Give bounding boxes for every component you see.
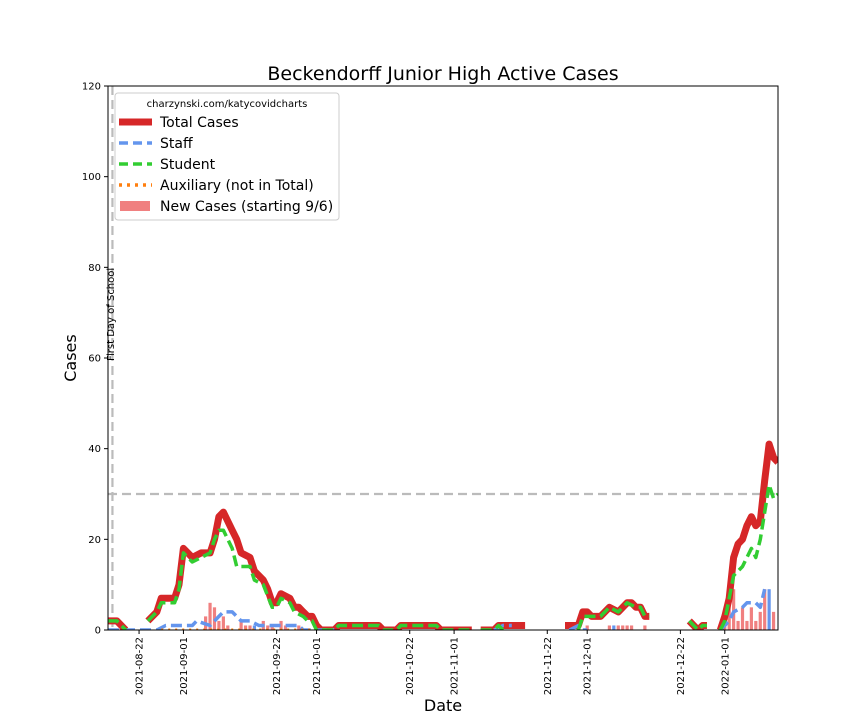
legend-box [114, 92, 340, 221]
x-tick-label: 2021-09-01 [179, 637, 190, 695]
first-day-annotation: First Day of School [106, 268, 117, 361]
staff-line [719, 588, 767, 630]
new-cases-bar [607, 625, 611, 630]
new-cases-bar [248, 625, 252, 630]
x-tick-label: 2021-12-01 [583, 637, 594, 695]
y-tick-label: 60 [88, 354, 101, 365]
legend-swatch [120, 201, 150, 211]
new-cases-bar [621, 625, 625, 630]
new-cases-bar [283, 625, 288, 630]
y-axis-title: Cases [61, 334, 80, 382]
legend-title: charzynski.com/katycovidcharts [147, 99, 308, 110]
new-cases-bar [745, 620, 749, 630]
staff-line [108, 610, 335, 630]
legend-label: Student [160, 157, 216, 173]
new-cases-bar [226, 625, 230, 630]
legend-label: Staff [160, 136, 193, 152]
x-axis: 2021-08-22 2021-09-01 2021-09-22 2021-10-01… [135, 630, 731, 695]
x-tick-label: 2021-09-22 [272, 637, 283, 695]
y-tick-label: 120 [82, 82, 101, 93]
new-cases-bar [754, 620, 758, 630]
new-cases-bar [629, 625, 634, 630]
y-tick-label: 100 [82, 172, 101, 183]
new-cases-bar [727, 602, 731, 630]
legend: charzynski.com/katycovidcharts Total Cas… [114, 92, 340, 221]
student-line [688, 619, 707, 630]
x-tick-label: 2021-12-22 [676, 637, 687, 695]
student-line [718, 483, 778, 630]
new-cases-bar [279, 620, 283, 630]
new-cases-bar [616, 625, 620, 630]
new-cases-bar [758, 611, 762, 630]
new-cases-bar [217, 620, 221, 630]
x-tick-label: 2021-08-22 [135, 637, 146, 695]
legend-label: Total Cases [159, 115, 239, 131]
new-cases-bar [266, 625, 270, 630]
staff-line [568, 623, 588, 630]
new-cases-bar [270, 625, 274, 630]
x-axis-title: Date [424, 696, 462, 715]
new-cases-bar [252, 625, 257, 630]
y-tick-label: 0 [95, 626, 101, 637]
legend-label: New Cases (starting 9/6) [160, 199, 333, 215]
new-cases-bar [643, 625, 647, 630]
y-tick-label: 20 [88, 535, 101, 546]
new-cases-bar [239, 620, 243, 630]
y-axis: 0 20 40 60 80 100 120 [82, 82, 108, 637]
new-cases-bar [297, 625, 301, 630]
new-cases-bar [208, 602, 212, 630]
new-cases-bar [736, 620, 740, 630]
new-cases-bar [767, 589, 771, 630]
new-cases-bar [763, 589, 767, 630]
new-cases-bar [612, 625, 616, 630]
new-cases-bar [625, 625, 629, 630]
new-cases-bar [740, 607, 745, 630]
student-line [576, 601, 650, 630]
x-tick-label: 2021-11-22 [543, 637, 554, 695]
student-line [108, 619, 127, 630]
reference-lines [108, 86, 778, 630]
chart-title: Beckendorff Junior High Active Cases [267, 63, 618, 85]
y-tick-label: 80 [88, 263, 101, 274]
legend-label: Auxiliary (not in Total) [160, 178, 314, 194]
series-lines [108, 440, 778, 630]
new-cases-bar [585, 625, 589, 630]
x-tick-label: 2021-10-22 [405, 637, 416, 695]
new-cases-bar [221, 616, 225, 630]
new-cases-bar [732, 589, 736, 630]
x-tick-label: 2021-11-01 [450, 637, 461, 695]
y-tick-label: 40 [88, 444, 101, 455]
student-line [146, 528, 472, 630]
new-cases-bar [749, 607, 753, 630]
x-tick-label: 2022-01-01 [720, 637, 731, 695]
new-cases-bar [243, 625, 248, 630]
student-line [480, 623, 505, 630]
new-cases-bar [771, 611, 776, 630]
plot-frame [107, 85, 779, 631]
x-tick-label: 2021-10-01 [312, 637, 323, 695]
